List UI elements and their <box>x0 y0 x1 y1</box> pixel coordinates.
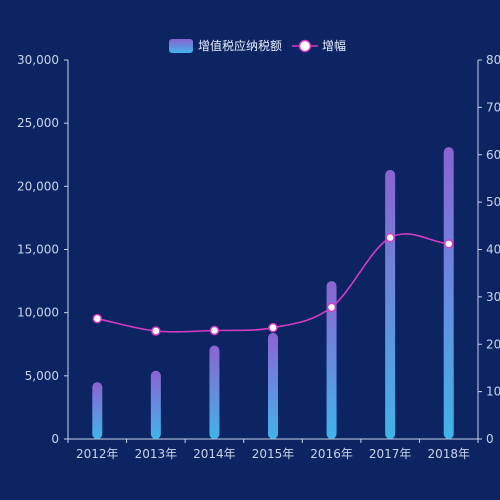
right-y-tick-label: 10 <box>486 385 500 399</box>
bar-series <box>92 147 454 440</box>
x-tick-label: 2013年 <box>135 447 178 461</box>
bar[interactable] <box>385 169 396 439</box>
bar[interactable] <box>268 332 278 439</box>
left-y-tick-label: 30,000 <box>17 53 59 67</box>
left-y-tick-label: 20,000 <box>17 179 59 193</box>
bar[interactable] <box>150 370 161 439</box>
legend-line-marker <box>298 39 312 53</box>
right-y-tick-label: 0 <box>486 432 494 446</box>
bar[interactable] <box>326 281 337 439</box>
line-point[interactable] <box>385 232 395 243</box>
legend-line-label: 增幅 <box>322 38 346 53</box>
left-y-tick-label: 10,000 <box>17 306 59 320</box>
left-y-tick-label: 15,000 <box>17 243 59 257</box>
x-tick-label: 2018年 <box>427 447 470 461</box>
x-axis-ticks: 2012年 2013年 2014年 2015年 2016年 2017年 2018年 <box>67 439 479 461</box>
line-series <box>92 232 454 336</box>
bar[interactable] <box>92 382 103 439</box>
line-path <box>97 233 449 333</box>
legend-bar-swatch <box>169 39 193 53</box>
right-y-axis-ticks: 0 10 20 30 40 50 60 70 80 <box>478 53 500 446</box>
x-tick-label: 2014年 <box>193 447 236 461</box>
right-y-tick-label: 20 <box>486 337 500 351</box>
line-point[interactable] <box>209 325 220 336</box>
line-point[interactable] <box>92 313 103 324</box>
legend-item-bar[interactable]: 增值税应纳税额 <box>169 38 282 53</box>
x-tick-label: 2017年 <box>369 447 412 461</box>
line-point[interactable] <box>326 302 337 313</box>
right-y-tick-label: 40 <box>486 243 500 257</box>
legend: 增值税应纳税额 增幅 <box>169 38 346 53</box>
bar[interactable] <box>209 345 220 439</box>
right-y-tick-label: 30 <box>486 290 500 304</box>
line-point[interactable] <box>151 326 161 336</box>
right-y-tick-label: 70 <box>486 100 500 114</box>
right-y-tick-label: 80 <box>486 53 500 67</box>
line-point[interactable] <box>268 322 278 333</box>
left-y-tick-label: 5,000 <box>25 369 59 383</box>
bar[interactable] <box>443 147 454 440</box>
x-tick-label: 2016年 <box>310 447 353 461</box>
x-tick-label: 2015年 <box>252 447 295 461</box>
left-y-axis-ticks: 0 5,000 10,000 15,000 20,000 25,000 30,000 <box>17 53 68 446</box>
right-y-tick-label: 50 <box>486 195 500 209</box>
left-y-tick-label: 25,000 <box>17 116 59 130</box>
legend-item-line[interactable]: 增幅 <box>292 38 346 53</box>
left-y-tick-label: 0 <box>51 432 59 446</box>
x-tick-label: 2012年 <box>76 447 119 461</box>
line-point[interactable] <box>443 239 454 249</box>
legend-bar-label: 增值税应纳税额 <box>198 38 282 53</box>
right-y-tick-label: 60 <box>486 148 500 162</box>
